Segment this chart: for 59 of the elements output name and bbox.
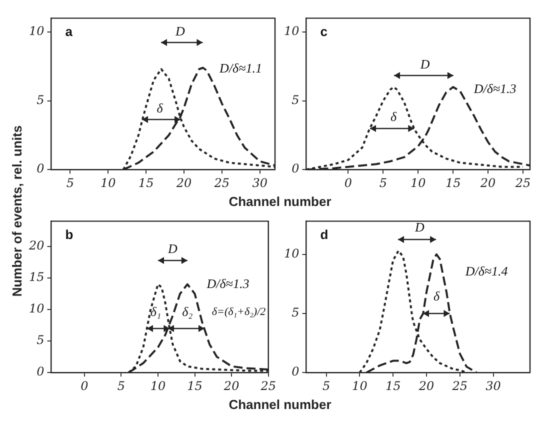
annotation: D/δ≈1.4 (464, 263, 508, 278)
x-axis-title: Channel number (228, 194, 332, 209)
annotation: D/δ≈1.1 (218, 60, 262, 76)
x-tick-label: 15 (385, 378, 401, 393)
y-tick-label: 0 (292, 162, 300, 176)
x-tick-label: 5 (117, 378, 125, 393)
y-tick-label: 20 (28, 238, 45, 253)
x-tick-label: 10 (410, 176, 426, 190)
x-tick-label: 25 (514, 176, 531, 190)
x-tick-label: 10 (352, 378, 368, 393)
x-tick-label: 30 (486, 378, 502, 393)
annotation: D (414, 220, 426, 235)
y-tick-label: 10 (284, 24, 300, 38)
x-tick-label: 25 (451, 378, 468, 393)
chart-title: a (65, 24, 74, 39)
y-tick-label: 5 (292, 306, 300, 320)
annotation: D/δ≈1.3 (472, 81, 517, 96)
x-tick-label: 25 (213, 176, 230, 190)
annotation: δ (433, 288, 440, 304)
x-tick-label: 5 (379, 176, 387, 190)
x-tick-label: 20 (222, 378, 240, 393)
annotation: D/δ≈1.3 (206, 276, 250, 291)
y-tick-label: 5 (292, 92, 300, 107)
x-tick-label: 30 (252, 176, 268, 190)
chart-title: c (320, 24, 328, 39)
annotation: δ (390, 108, 398, 124)
x-tick-label: 15 (138, 176, 154, 190)
annotation: δ (156, 100, 164, 116)
y-tick-label: 10 (284, 246, 300, 260)
x-tick-label: 10 (150, 378, 166, 393)
annotation: D (174, 23, 186, 38)
x-tick-label: 5 (322, 378, 330, 393)
y-axis-title: Number of events, rel. units (10, 125, 24, 297)
x-tick-label: 5 (66, 176, 74, 190)
x-tick-label: 20 (479, 176, 496, 190)
annotation: δ₁ (150, 304, 161, 320)
annotation: δ=(δ₁+δ₂)/2 (212, 306, 266, 318)
x-tick-label: 15 (187, 378, 202, 393)
x-tick-label: 15 (445, 176, 461, 190)
y-tick-label: 0 (36, 364, 45, 379)
annotation: D (419, 56, 430, 72)
y-tick-label: 0 (292, 364, 300, 379)
x-tick-label: 10 (100, 176, 116, 190)
chart-title: d (320, 226, 328, 242)
chart-title: b (65, 226, 74, 242)
annotation: D (166, 241, 178, 256)
x-tick-label: 20 (418, 378, 434, 393)
x-tick-label: 0 (344, 176, 352, 190)
y-tick-label: 5 (36, 92, 44, 107)
x-axis-title: Channel number (228, 397, 332, 412)
y-tick-label: 15 (28, 270, 44, 284)
y-tick-label: 10 (28, 302, 45, 316)
y-tick-label: 5 (36, 333, 44, 348)
x-tick-label: 0 (80, 378, 89, 393)
annotation: δ₂ (182, 304, 194, 320)
x-tick-label: 20 (175, 176, 192, 190)
x-tick-label: 25 (260, 378, 276, 393)
y-tick-label: 10 (28, 24, 45, 38)
y-tick-label: 0 (36, 162, 45, 176)
